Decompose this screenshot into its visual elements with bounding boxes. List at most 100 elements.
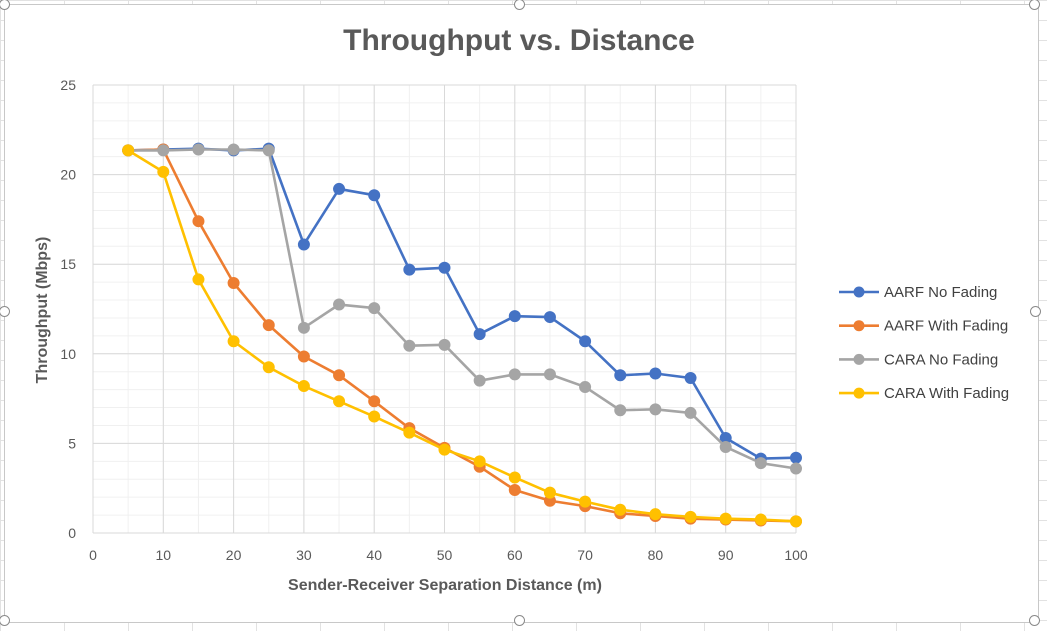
resize-handle-right[interactable]: [1030, 306, 1041, 317]
y-tick-label: 15: [60, 256, 76, 272]
data-point-aarf-no-fading: [790, 451, 802, 464]
data-point-cara-no-fading: [473, 374, 486, 387]
x-tick-label: 20: [226, 547, 242, 563]
data-point-cara-no-fading: [297, 321, 310, 334]
x-tick-label: 80: [648, 547, 664, 563]
data-point-cara-no-fading: [438, 338, 451, 351]
data-point-aarf-with-fading: [368, 395, 381, 408]
resize-handle-bottom[interactable]: [514, 615, 525, 626]
data-point-aarf-with-fading: [333, 369, 346, 382]
data-point-aarf-with-fading: [227, 277, 240, 290]
y-tick-label: 20: [60, 167, 76, 183]
data-point-cara-no-fading: [262, 144, 275, 157]
x-tick-label: 0: [89, 547, 97, 563]
data-point-cara-with-fading: [473, 455, 486, 468]
chart-object-frame[interactable]: [4, 4, 1039, 623]
data-point-cara-no-fading: [614, 404, 627, 417]
gridlines: [92, 84, 797, 534]
data-point-aarf-with-fading: [508, 483, 521, 496]
data-point-cara-with-fading: [543, 486, 556, 499]
legend-label-cara-with-fading: CARA With Fading: [884, 385, 1009, 402]
x-tick-label: 60: [507, 547, 523, 563]
legend-marker-cara-no-fading: [853, 353, 865, 365]
series-line-cara-no-fading: [128, 148, 797, 470]
data-point-aarf-no-fading: [649, 367, 662, 380]
data-point-cara-with-fading: [297, 380, 310, 393]
data-point-aarf-no-fading: [403, 263, 416, 276]
data-point-cara-no-fading: [543, 368, 556, 381]
data-point-cara-no-fading: [403, 339, 416, 352]
data-point-cara-with-fading: [790, 515, 802, 528]
data-point-aarf-with-fading: [192, 215, 205, 228]
data-point-aarf-with-fading: [262, 319, 275, 332]
x-tick-label: 40: [366, 547, 382, 563]
data-point-cara-no-fading: [684, 406, 697, 419]
data-point-cara-no-fading: [719, 440, 732, 453]
data-point-aarf-no-fading: [438, 261, 451, 274]
legend-label-cara-no-fading: CARA No Fading: [884, 351, 998, 368]
data-point-aarf-with-fading: [297, 350, 310, 363]
chart-title: Throughput vs. Distance: [343, 24, 695, 57]
legend-marker-aarf-with-fading: [853, 320, 865, 332]
data-point-cara-with-fading: [333, 395, 346, 408]
data-point-cara-with-fading: [649, 508, 662, 521]
data-point-cara-no-fading: [333, 298, 346, 311]
data-point-cara-no-fading: [579, 380, 592, 393]
resize-handle-left[interactable]: [0, 306, 10, 317]
y-tick-label: 5: [68, 435, 76, 451]
data-point-cara-with-fading: [614, 503, 627, 516]
x-tick-label: 50: [437, 547, 453, 563]
data-point-cara-no-fading: [790, 462, 802, 475]
data-point-cara-with-fading: [368, 410, 381, 423]
resize-handle-top-left[interactable]: [0, 0, 10, 10]
data-point-aarf-no-fading: [614, 369, 627, 382]
data-point-cara-with-fading: [684, 510, 697, 523]
data-point-aarf-no-fading: [333, 182, 346, 195]
data-point-cara-with-fading: [192, 273, 205, 286]
data-point-cara-with-fading: [227, 335, 240, 348]
data-point-aarf-no-fading: [368, 189, 381, 202]
legend-label-aarf-no-fading: AARF No Fading: [884, 284, 997, 301]
data-point-aarf-no-fading: [508, 310, 521, 323]
series-lines: [122, 142, 802, 528]
x-tick-label: 90: [718, 547, 734, 563]
legend-marker-cara-with-fading: [853, 387, 865, 399]
y-axis-title: Throughput (Mbps): [34, 237, 51, 384]
data-point-aarf-no-fading: [543, 311, 556, 324]
x-tick-label: 30: [296, 547, 312, 563]
data-point-aarf-no-fading: [297, 238, 310, 251]
data-point-cara-no-fading: [649, 403, 662, 416]
data-point-cara-with-fading: [122, 144, 135, 157]
data-point-cara-with-fading: [438, 443, 451, 456]
x-axis-title: Sender-Receiver Separation Distance (m): [288, 577, 602, 594]
data-point-cara-with-fading: [754, 513, 767, 526]
data-point-aarf-no-fading: [473, 328, 486, 341]
y-tick-label: 10: [60, 346, 76, 362]
resize-handle-bottom-right[interactable]: [1029, 615, 1040, 626]
legend-marker-aarf-no-fading: [853, 286, 865, 298]
tick-labels: 0 10 20 30 40 50 60 70 80 90 100 0 5 10 15 20 25: [60, 77, 807, 563]
data-point-cara-no-fading: [368, 302, 381, 315]
x-tick-label: 100: [784, 547, 808, 563]
data-point-cara-no-fading: [227, 143, 240, 156]
y-tick-label: 0: [68, 525, 76, 541]
resize-handle-top-right[interactable]: [1029, 0, 1040, 10]
data-point-cara-with-fading: [262, 361, 275, 374]
resize-handle-bottom-left[interactable]: [0, 615, 10, 626]
data-point-cara-with-fading: [157, 165, 170, 178]
x-tick-label: 70: [577, 547, 593, 563]
data-point-cara-no-fading: [192, 143, 205, 156]
data-point-aarf-no-fading: [684, 371, 697, 384]
legend-label-aarf-with-fading: AARF With Fading: [884, 318, 1008, 335]
y-tick-label: 25: [60, 77, 76, 93]
data-point-cara-no-fading: [157, 144, 170, 157]
x-tick-label: 10: [156, 547, 172, 563]
data-point-cara-no-fading: [754, 457, 767, 470]
data-point-cara-with-fading: [579, 495, 592, 508]
data-point-cara-with-fading: [719, 512, 732, 525]
data-point-aarf-no-fading: [579, 335, 592, 348]
data-point-cara-with-fading: [508, 471, 521, 484]
resize-handle-top[interactable]: [514, 0, 525, 10]
data-point-cara-with-fading: [403, 426, 416, 439]
